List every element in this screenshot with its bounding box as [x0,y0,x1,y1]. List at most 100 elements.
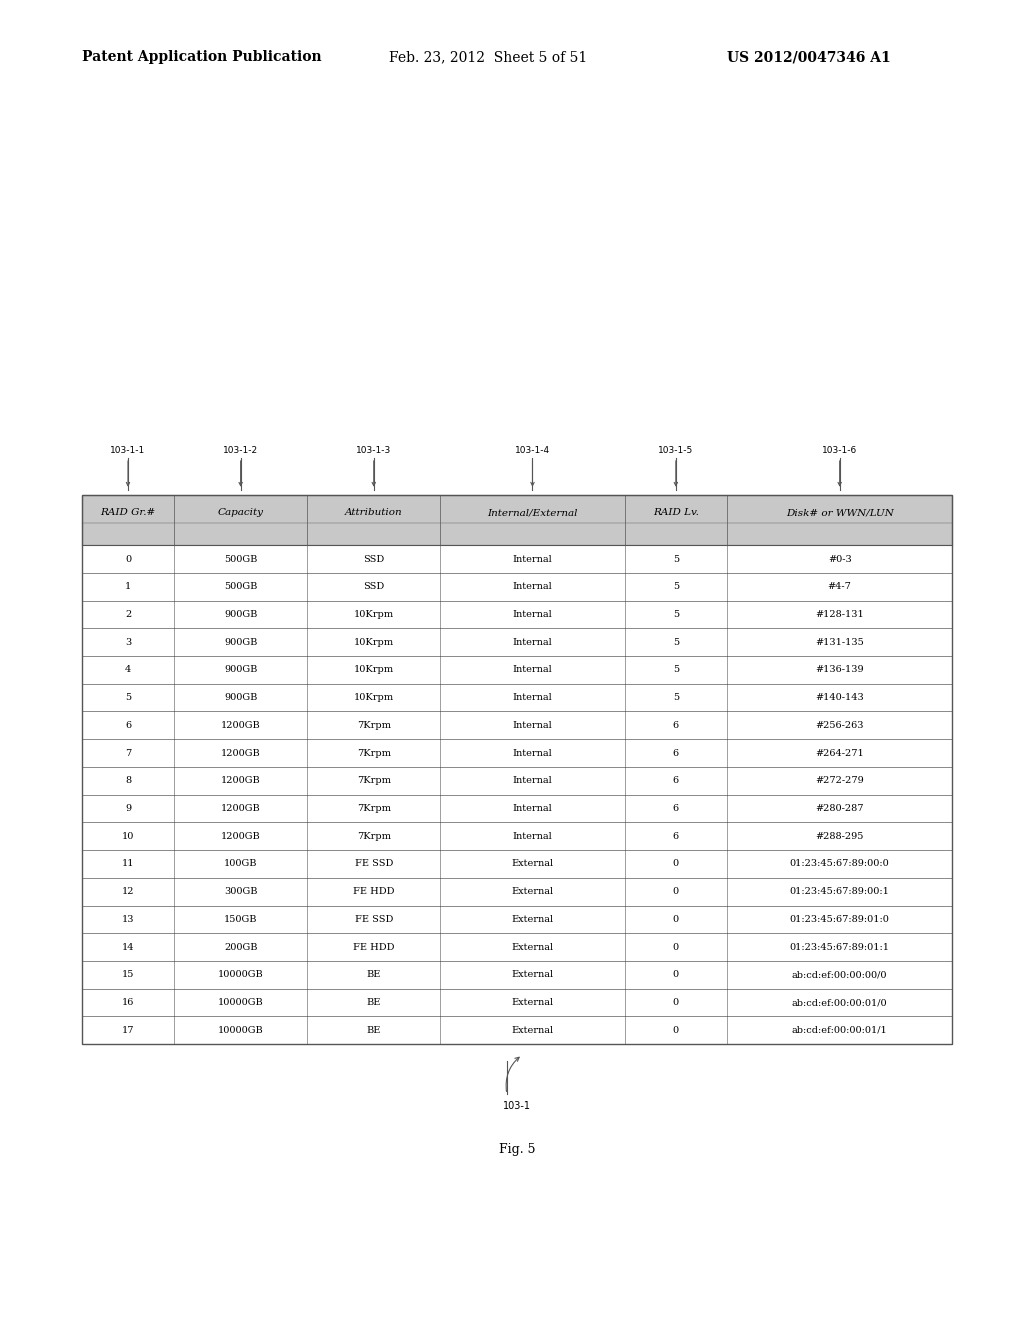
Text: External: External [511,887,554,896]
Text: #131-135: #131-135 [815,638,864,647]
Text: 1200GB: 1200GB [221,748,260,758]
Text: 0: 0 [673,915,679,924]
Text: #140-143: #140-143 [815,693,864,702]
Text: 103-1-3: 103-1-3 [356,446,391,455]
Text: 3: 3 [125,638,131,647]
Text: 12: 12 [122,887,134,896]
Text: 6: 6 [125,721,131,730]
Text: Capacity: Capacity [218,508,263,517]
Text: 10Krpm: 10Krpm [353,638,394,647]
Text: Internal: Internal [513,638,552,647]
Text: US 2012/0047346 A1: US 2012/0047346 A1 [727,50,891,65]
Text: 10Krpm: 10Krpm [353,665,394,675]
Text: 10000GB: 10000GB [218,970,263,979]
Text: 1200GB: 1200GB [221,832,260,841]
Text: 7Krpm: 7Krpm [356,721,391,730]
Text: 7Krpm: 7Krpm [356,832,391,841]
Text: 7Krpm: 7Krpm [356,804,391,813]
Text: RAID Lv.: RAID Lv. [653,508,698,517]
Text: 900GB: 900GB [224,665,257,675]
Text: Attribution: Attribution [345,508,402,517]
Text: 103-1-4: 103-1-4 [515,446,550,455]
Text: 8: 8 [125,776,131,785]
Text: BE: BE [367,998,381,1007]
Text: SSD: SSD [364,554,384,564]
Text: 5: 5 [673,693,679,702]
Text: #136-139: #136-139 [815,665,864,675]
Text: #288-295: #288-295 [815,832,864,841]
Text: Disk# or WWN/LUN: Disk# or WWN/LUN [785,508,894,517]
Text: 7Krpm: 7Krpm [356,776,391,785]
Text: 5: 5 [125,693,131,702]
Text: 10Krpm: 10Krpm [353,610,394,619]
Text: #4-7: #4-7 [827,582,852,591]
Text: FE SSD: FE SSD [354,859,393,869]
Text: 5: 5 [673,610,679,619]
Text: 900GB: 900GB [224,638,257,647]
Text: External: External [511,859,554,869]
Text: 6: 6 [673,748,679,758]
Text: 6: 6 [673,804,679,813]
Text: Feb. 23, 2012  Sheet 5 of 51: Feb. 23, 2012 Sheet 5 of 51 [389,50,588,65]
Text: 0: 0 [673,1026,679,1035]
Text: 4: 4 [125,665,131,675]
Text: Internal: Internal [513,610,552,619]
Text: 0: 0 [673,970,679,979]
Text: Internal: Internal [513,748,552,758]
Text: External: External [511,998,554,1007]
Text: BE: BE [367,1026,381,1035]
Text: 103-1-1: 103-1-1 [111,446,145,455]
Text: 300GB: 300GB [224,887,257,896]
Text: 1200GB: 1200GB [221,776,260,785]
Text: 0: 0 [673,859,679,869]
Text: 900GB: 900GB [224,610,257,619]
Text: 13: 13 [122,915,134,924]
Text: #128-131: #128-131 [815,610,864,619]
Text: 103-1-5: 103-1-5 [658,446,693,455]
Text: Internal: Internal [513,804,552,813]
Text: 17: 17 [122,1026,134,1035]
Text: 103-1: 103-1 [503,1101,531,1111]
Text: Fig. 5: Fig. 5 [499,1143,536,1156]
Text: SSD: SSD [364,582,384,591]
Text: 14: 14 [122,942,134,952]
Text: 5: 5 [673,665,679,675]
Text: #256-263: #256-263 [815,721,864,730]
Text: 6: 6 [673,832,679,841]
Text: Internal: Internal [513,776,552,785]
Text: 100GB: 100GB [224,859,257,869]
Text: 6: 6 [673,721,679,730]
Text: 5: 5 [673,554,679,564]
Text: RAID Gr.#: RAID Gr.# [100,508,156,517]
Text: 5: 5 [673,638,679,647]
Text: 01:23:45:67:89:01:1: 01:23:45:67:89:01:1 [790,942,890,952]
Text: 10Krpm: 10Krpm [353,693,394,702]
Text: BE: BE [367,970,381,979]
Text: 500GB: 500GB [224,582,257,591]
Text: 200GB: 200GB [224,942,257,952]
Text: 7Krpm: 7Krpm [356,748,391,758]
Text: 10000GB: 10000GB [218,1026,263,1035]
Text: 0: 0 [125,554,131,564]
Text: FE HDD: FE HDD [353,942,394,952]
Text: 1200GB: 1200GB [221,721,260,730]
Text: 1: 1 [125,582,131,591]
Text: #280-287: #280-287 [815,804,864,813]
Text: 7: 7 [125,748,131,758]
Text: 0: 0 [673,942,679,952]
Text: 15: 15 [122,970,134,979]
Text: Patent Application Publication: Patent Application Publication [82,50,322,65]
Text: 0: 0 [673,887,679,896]
Text: FE HDD: FE HDD [353,887,394,896]
Text: 1200GB: 1200GB [221,804,260,813]
Text: Internal: Internal [513,554,552,564]
Text: External: External [511,915,554,924]
Text: 150GB: 150GB [224,915,257,924]
Text: #272-279: #272-279 [815,776,864,785]
Text: Internal: Internal [513,582,552,591]
Text: ab:cd:ef:00:00:01/1: ab:cd:ef:00:00:01/1 [792,1026,888,1035]
Text: External: External [511,970,554,979]
Text: 0: 0 [673,998,679,1007]
Text: Internal: Internal [513,693,552,702]
Text: ab:cd:ef:00:00:01/0: ab:cd:ef:00:00:01/0 [792,998,888,1007]
